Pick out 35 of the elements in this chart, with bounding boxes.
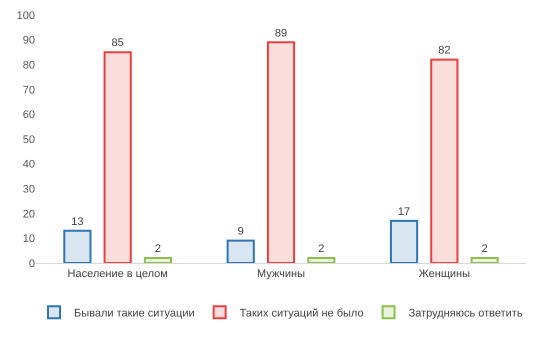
bar — [144, 257, 172, 263]
y-tick-label: 80 — [22, 59, 35, 72]
y-tick-label: 60 — [22, 109, 35, 122]
legend-label: Таких ситуаций не было — [240, 308, 364, 320]
bar — [430, 58, 458, 263]
bar — [266, 41, 296, 263]
legend-label: Затрудняюсь ответить — [408, 308, 523, 320]
data-label: 13 — [71, 216, 84, 228]
data-label: 2 — [154, 243, 162, 256]
bar — [226, 240, 255, 263]
legend-label: Бывали такие ситуации — [74, 308, 195, 320]
y-tick-label: 100 — [16, 10, 35, 22]
data-label: 9 — [238, 226, 244, 238]
y-tick-label: 40 — [22, 158, 35, 171]
data-label: 2 — [318, 243, 324, 256]
data-label: 82 — [438, 44, 450, 57]
y-tick-label: 50 — [22, 134, 35, 146]
bar — [307, 257, 336, 263]
data-label: 17 — [398, 206, 410, 218]
y-tick-label: 10 — [22, 233, 35, 246]
x-tick-label: Женщины — [418, 268, 470, 280]
bar — [470, 257, 499, 263]
y-tick-label: 30 — [22, 183, 35, 196]
data-label: 85 — [112, 37, 124, 50]
bar — [63, 230, 92, 263]
y-tick-label: 70 — [22, 84, 35, 96]
y-tick-label: 0 — [28, 258, 35, 270]
bar — [390, 220, 418, 263]
y-tick-label: 20 — [22, 208, 35, 220]
data-label: 89 — [274, 27, 288, 40]
bar — [104, 51, 132, 263]
x-tick-label: Население в целом — [68, 268, 168, 280]
y-tick-label: 90 — [22, 34, 35, 47]
data-label: 2 — [482, 243, 488, 256]
x-tick-label: Мужчины — [256, 268, 306, 280]
